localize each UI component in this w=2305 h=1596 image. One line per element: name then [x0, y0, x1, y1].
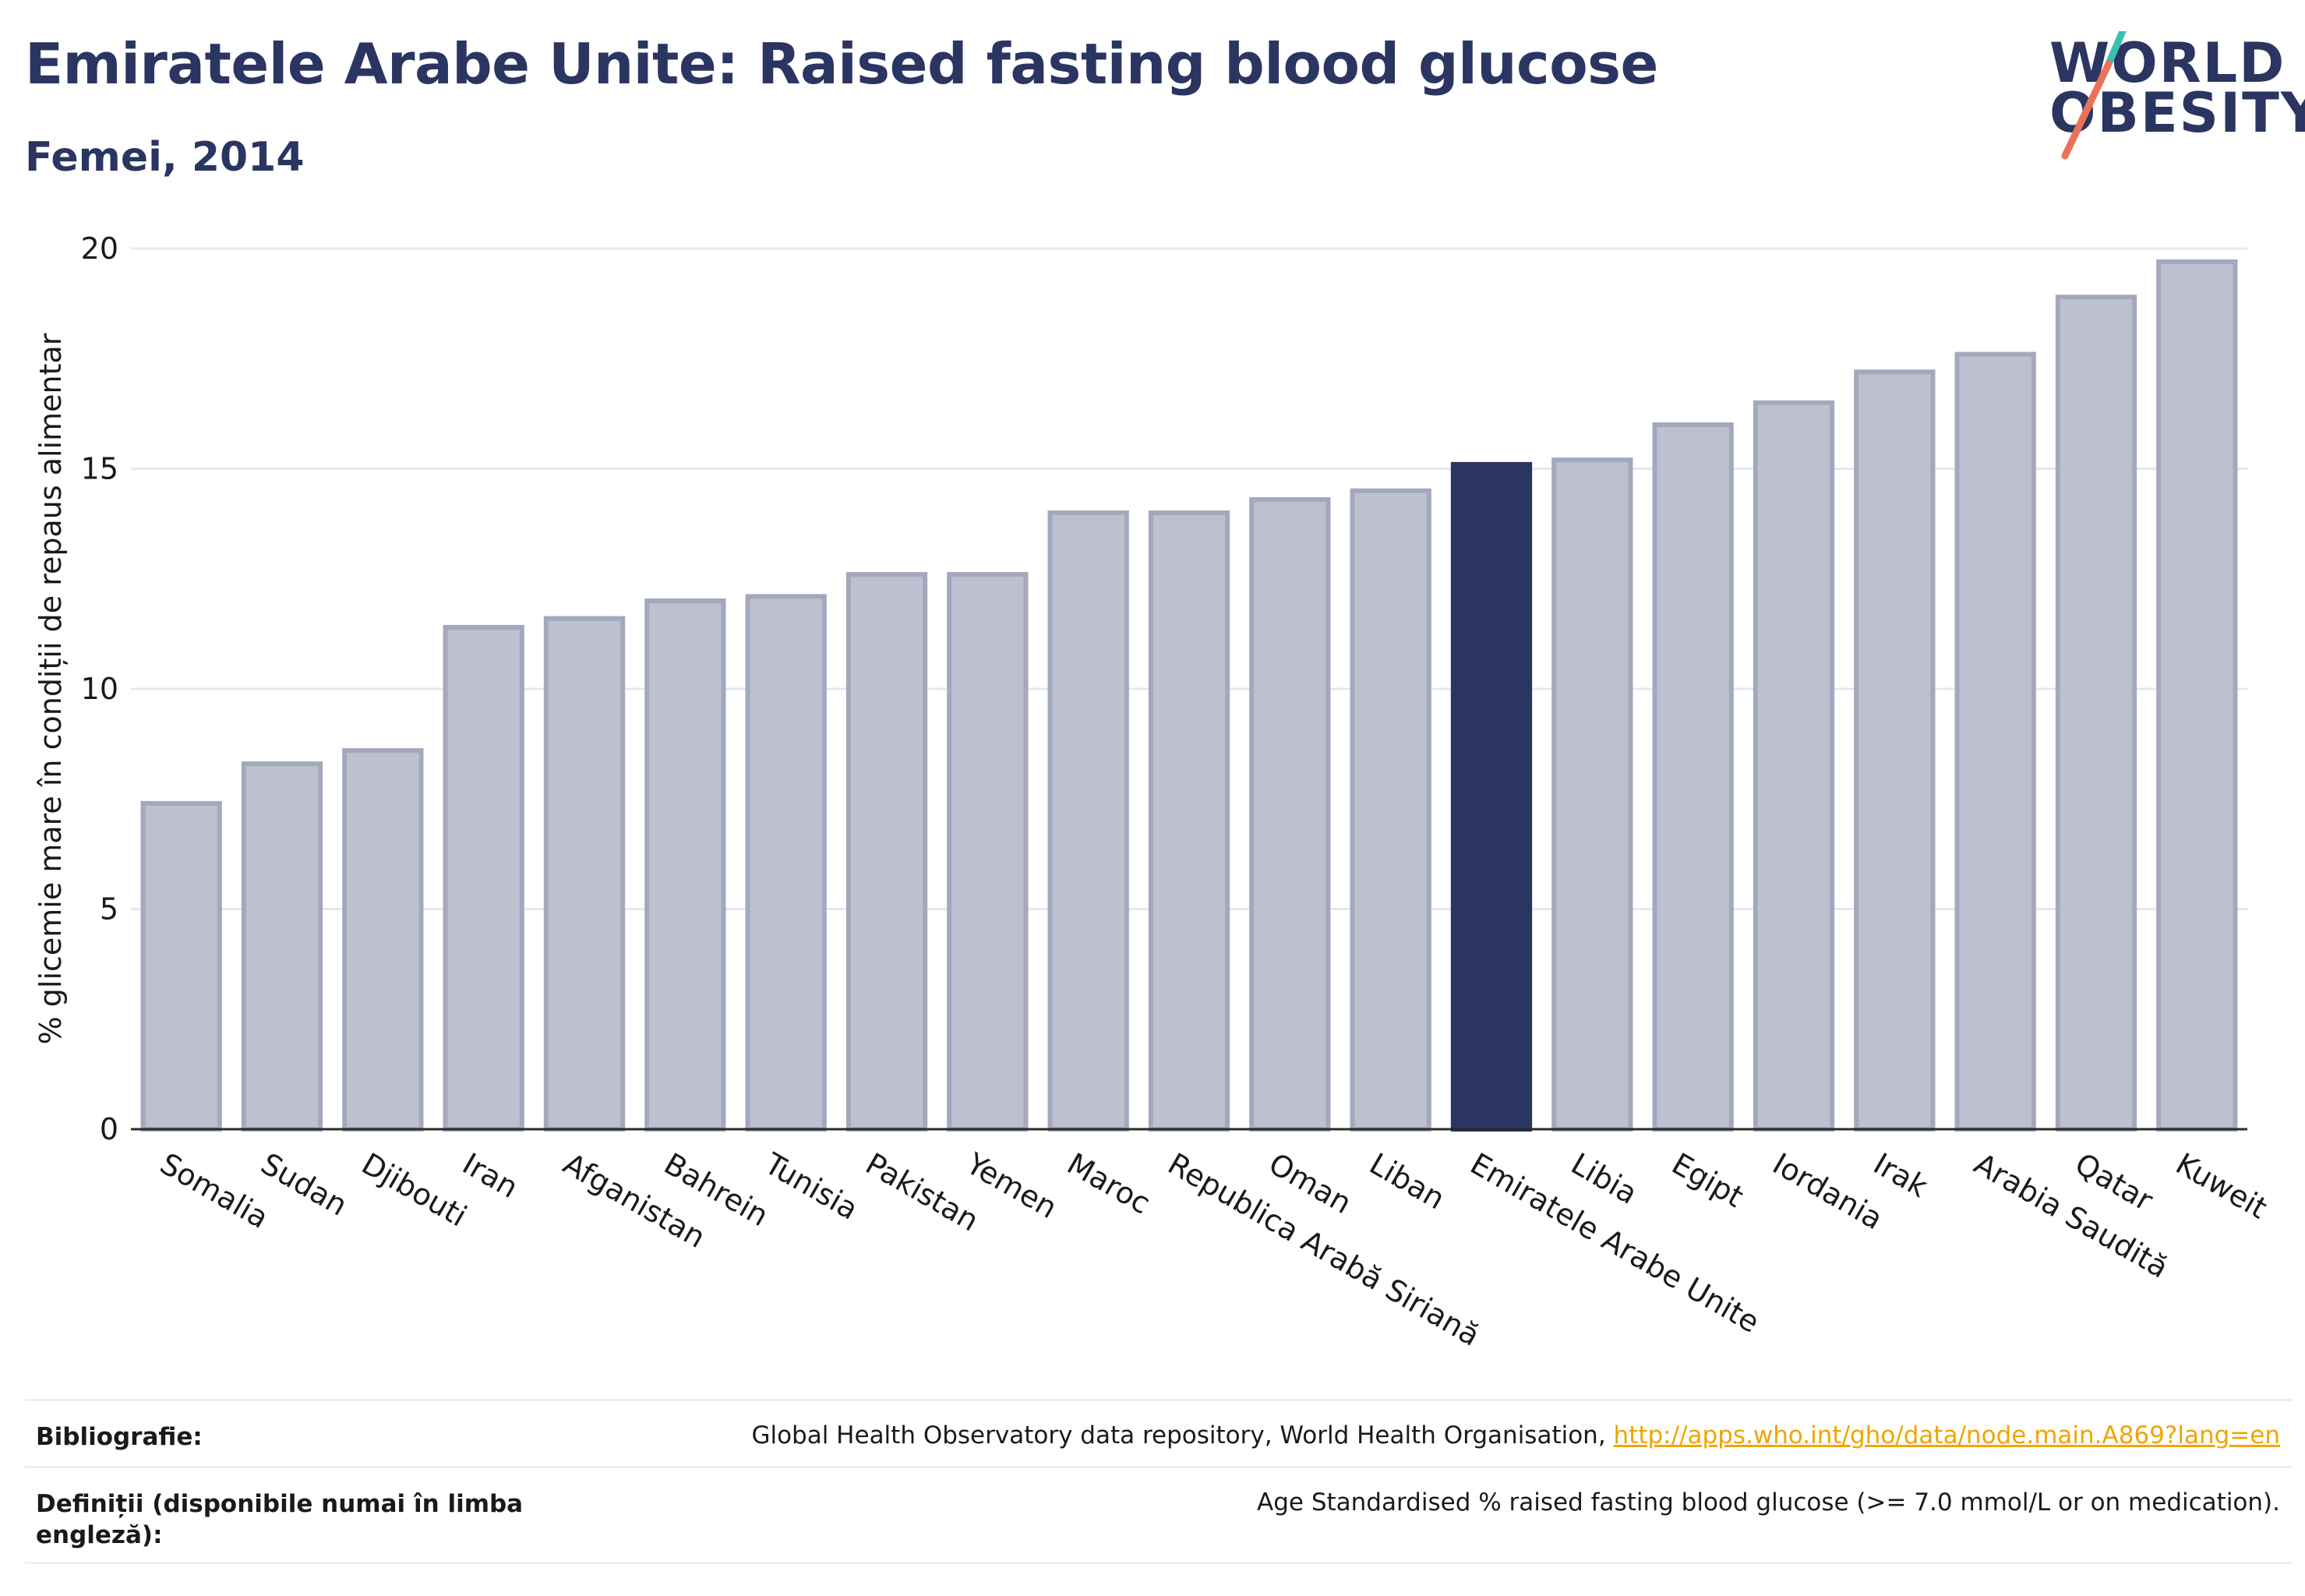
bibliography-value: Global Health Observatory data repositor…	[751, 1421, 2280, 1449]
x-tick-label: Liban	[1364, 1146, 1450, 1216]
bibliography-row: Bibliografie: Global Health Observatory …	[25, 1399, 2293, 1466]
y-tick-label: 20	[81, 231, 118, 266]
x-tick-label: Egipt	[1666, 1146, 1749, 1214]
bar-18[interactable]	[1954, 351, 2036, 1132]
bar-19[interactable]	[2055, 295, 2137, 1132]
x-tick-label: Maroc	[1061, 1146, 1156, 1221]
bar-13[interactable]	[1450, 461, 1533, 1132]
x-tick-label: Iran	[457, 1146, 524, 1205]
bar-1[interactable]	[241, 761, 323, 1132]
x-tick-label: Somalia	[154, 1146, 274, 1235]
bar-17[interactable]	[1854, 369, 1936, 1132]
logo-line-1: WORLD	[2049, 31, 2286, 95]
bar-16[interactable]	[1753, 400, 1835, 1132]
x-tick-label: Djibouti	[356, 1146, 473, 1234]
bar-20[interactable]	[2156, 259, 2238, 1132]
bar-4[interactable]	[543, 616, 626, 1132]
x-tick-label: Arabia Saudită	[1968, 1146, 2174, 1285]
logo-slash-icon	[2061, 31, 2127, 160]
y-tick-label: 10	[81, 672, 118, 706]
definitions-value: Age Standardised % raised fasting blood …	[1257, 1488, 2280, 1517]
x-tick-label: Pakistan	[860, 1146, 985, 1238]
bar-15[interactable]	[1652, 422, 1734, 1132]
y-axis-label: % glicemie mare în condiții de repaus al…	[34, 333, 68, 1044]
bar-0[interactable]	[140, 800, 222, 1132]
bar-7[interactable]	[845, 572, 928, 1132]
bar-3[interactable]	[443, 624, 524, 1132]
bar-12[interactable]	[1350, 488, 1431, 1132]
bar-11[interactable]	[1249, 497, 1331, 1132]
world-obesity-logo[interactable]: WORLD OBESITY	[2042, 31, 2305, 171]
definitions-label: Definiții (disponibile numai în limba en…	[36, 1490, 524, 1549]
bibliography-text: Global Health Observatory data repositor…	[751, 1421, 1614, 1449]
bar-14[interactable]	[1551, 457, 1633, 1132]
bar-8[interactable]	[947, 572, 1029, 1132]
bar-5[interactable]	[644, 598, 726, 1132]
x-tick-label: Iordania	[1767, 1146, 1889, 1236]
y-tick-label: 15	[81, 452, 118, 486]
bar-10[interactable]	[1148, 510, 1230, 1132]
definitions-row: Definiții (disponibile numai în limba en…	[25, 1466, 2293, 1564]
bar-2[interactable]	[342, 748, 424, 1132]
bars	[140, 259, 2238, 1132]
y-tick-label: 5	[100, 892, 118, 927]
page-title: Emiratele Arabe Unite: Raised fasting bl…	[25, 31, 1658, 97]
bar-6[interactable]	[745, 594, 827, 1132]
y-tick-label: 0	[100, 1112, 118, 1146]
x-tick-label: Tunisia	[758, 1146, 863, 1227]
bar-9[interactable]	[1047, 510, 1129, 1132]
bibliography-label: Bibliografie:	[36, 1423, 203, 1451]
x-tick-label: Kuweit	[2170, 1146, 2273, 1226]
references-table: Bibliografie: Global Health Observatory …	[25, 1399, 2293, 1564]
page-subtitle: Femei, 2014	[25, 134, 305, 181]
x-tick-label: Irak	[1868, 1146, 1933, 1204]
bibliography-link[interactable]: http://apps.who.int/gho/data/node.main.A…	[1613, 1421, 2280, 1449]
